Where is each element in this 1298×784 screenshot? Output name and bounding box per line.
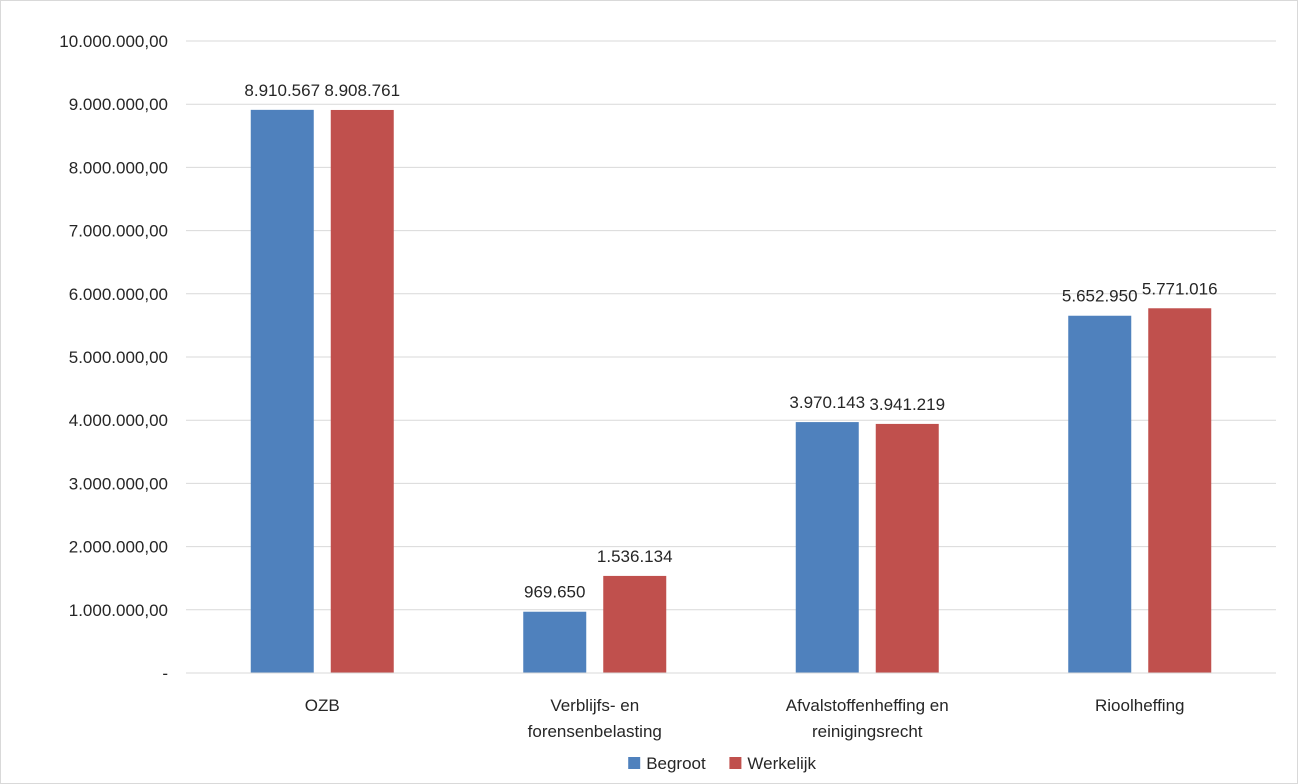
y-tick-label: 9.000.000,00 xyxy=(69,95,168,114)
legend-label: Begroot xyxy=(646,754,706,773)
legend-swatch xyxy=(729,757,742,769)
data-label: 5.771.016 xyxy=(1142,279,1218,298)
bars xyxy=(250,109,1212,673)
y-tick-label: 8.000.000,00 xyxy=(69,158,168,177)
legend-swatch xyxy=(628,757,641,769)
y-axis: - 1.000.000,00 2.000.000,00 3.000.000,00 4.0… xyxy=(59,32,168,683)
data-label: 1.536.134 xyxy=(597,547,673,566)
y-tick-label: 5.000.000,00 xyxy=(69,348,168,367)
y-tick-label: 2.000.000,00 xyxy=(69,538,168,557)
bar-werkelijk xyxy=(603,575,667,673)
legend: Begroot Werkelijk xyxy=(628,754,817,773)
bar-werkelijk xyxy=(875,423,939,673)
bar-werkelijk xyxy=(330,109,394,673)
y-tick-label: 7.000.000,00 xyxy=(69,222,168,241)
data-label: 3.941.219 xyxy=(869,395,945,414)
x-tick-label: Rioolheffing xyxy=(1095,696,1184,715)
x-tick-label: Verblijfs- en forensenbelasting xyxy=(528,696,662,741)
data-label: 3.970.143 xyxy=(789,393,865,412)
y-tick-label: 4.000.000,00 xyxy=(69,411,168,430)
x-axis: OZB Verblijfs- en forensenbelasting Afvalst… xyxy=(186,672,1276,741)
bar-begroot xyxy=(523,611,587,673)
bar-begroot xyxy=(1068,315,1132,673)
legend-label: Werkelijk xyxy=(747,754,816,773)
bar-begroot xyxy=(795,422,859,673)
data-label: 8.910.567 xyxy=(244,81,320,100)
y-tick-label: 10.000.000,00 xyxy=(59,32,168,51)
bar-begroot xyxy=(250,109,314,673)
data-label: 5.652.950 xyxy=(1062,287,1138,306)
y-tick-label: 1.000.000,00 xyxy=(69,601,168,620)
data-labels: 8.910.567 8.908.761 969.650 1.536.134 3.970.… xyxy=(244,81,1217,602)
y-tick-label: - xyxy=(162,664,168,683)
bar-werkelijk xyxy=(1148,308,1212,673)
data-label: 969.650 xyxy=(524,583,585,602)
data-label: 8.908.761 xyxy=(324,81,400,100)
x-tick-label: OZB xyxy=(305,696,340,715)
y-tick-label: 3.000.000,00 xyxy=(69,474,168,493)
y-tick-label: 6.000.000,00 xyxy=(69,285,168,304)
x-tick-label: Afvalstoffenheffing en reinigingsrecht xyxy=(786,696,949,741)
